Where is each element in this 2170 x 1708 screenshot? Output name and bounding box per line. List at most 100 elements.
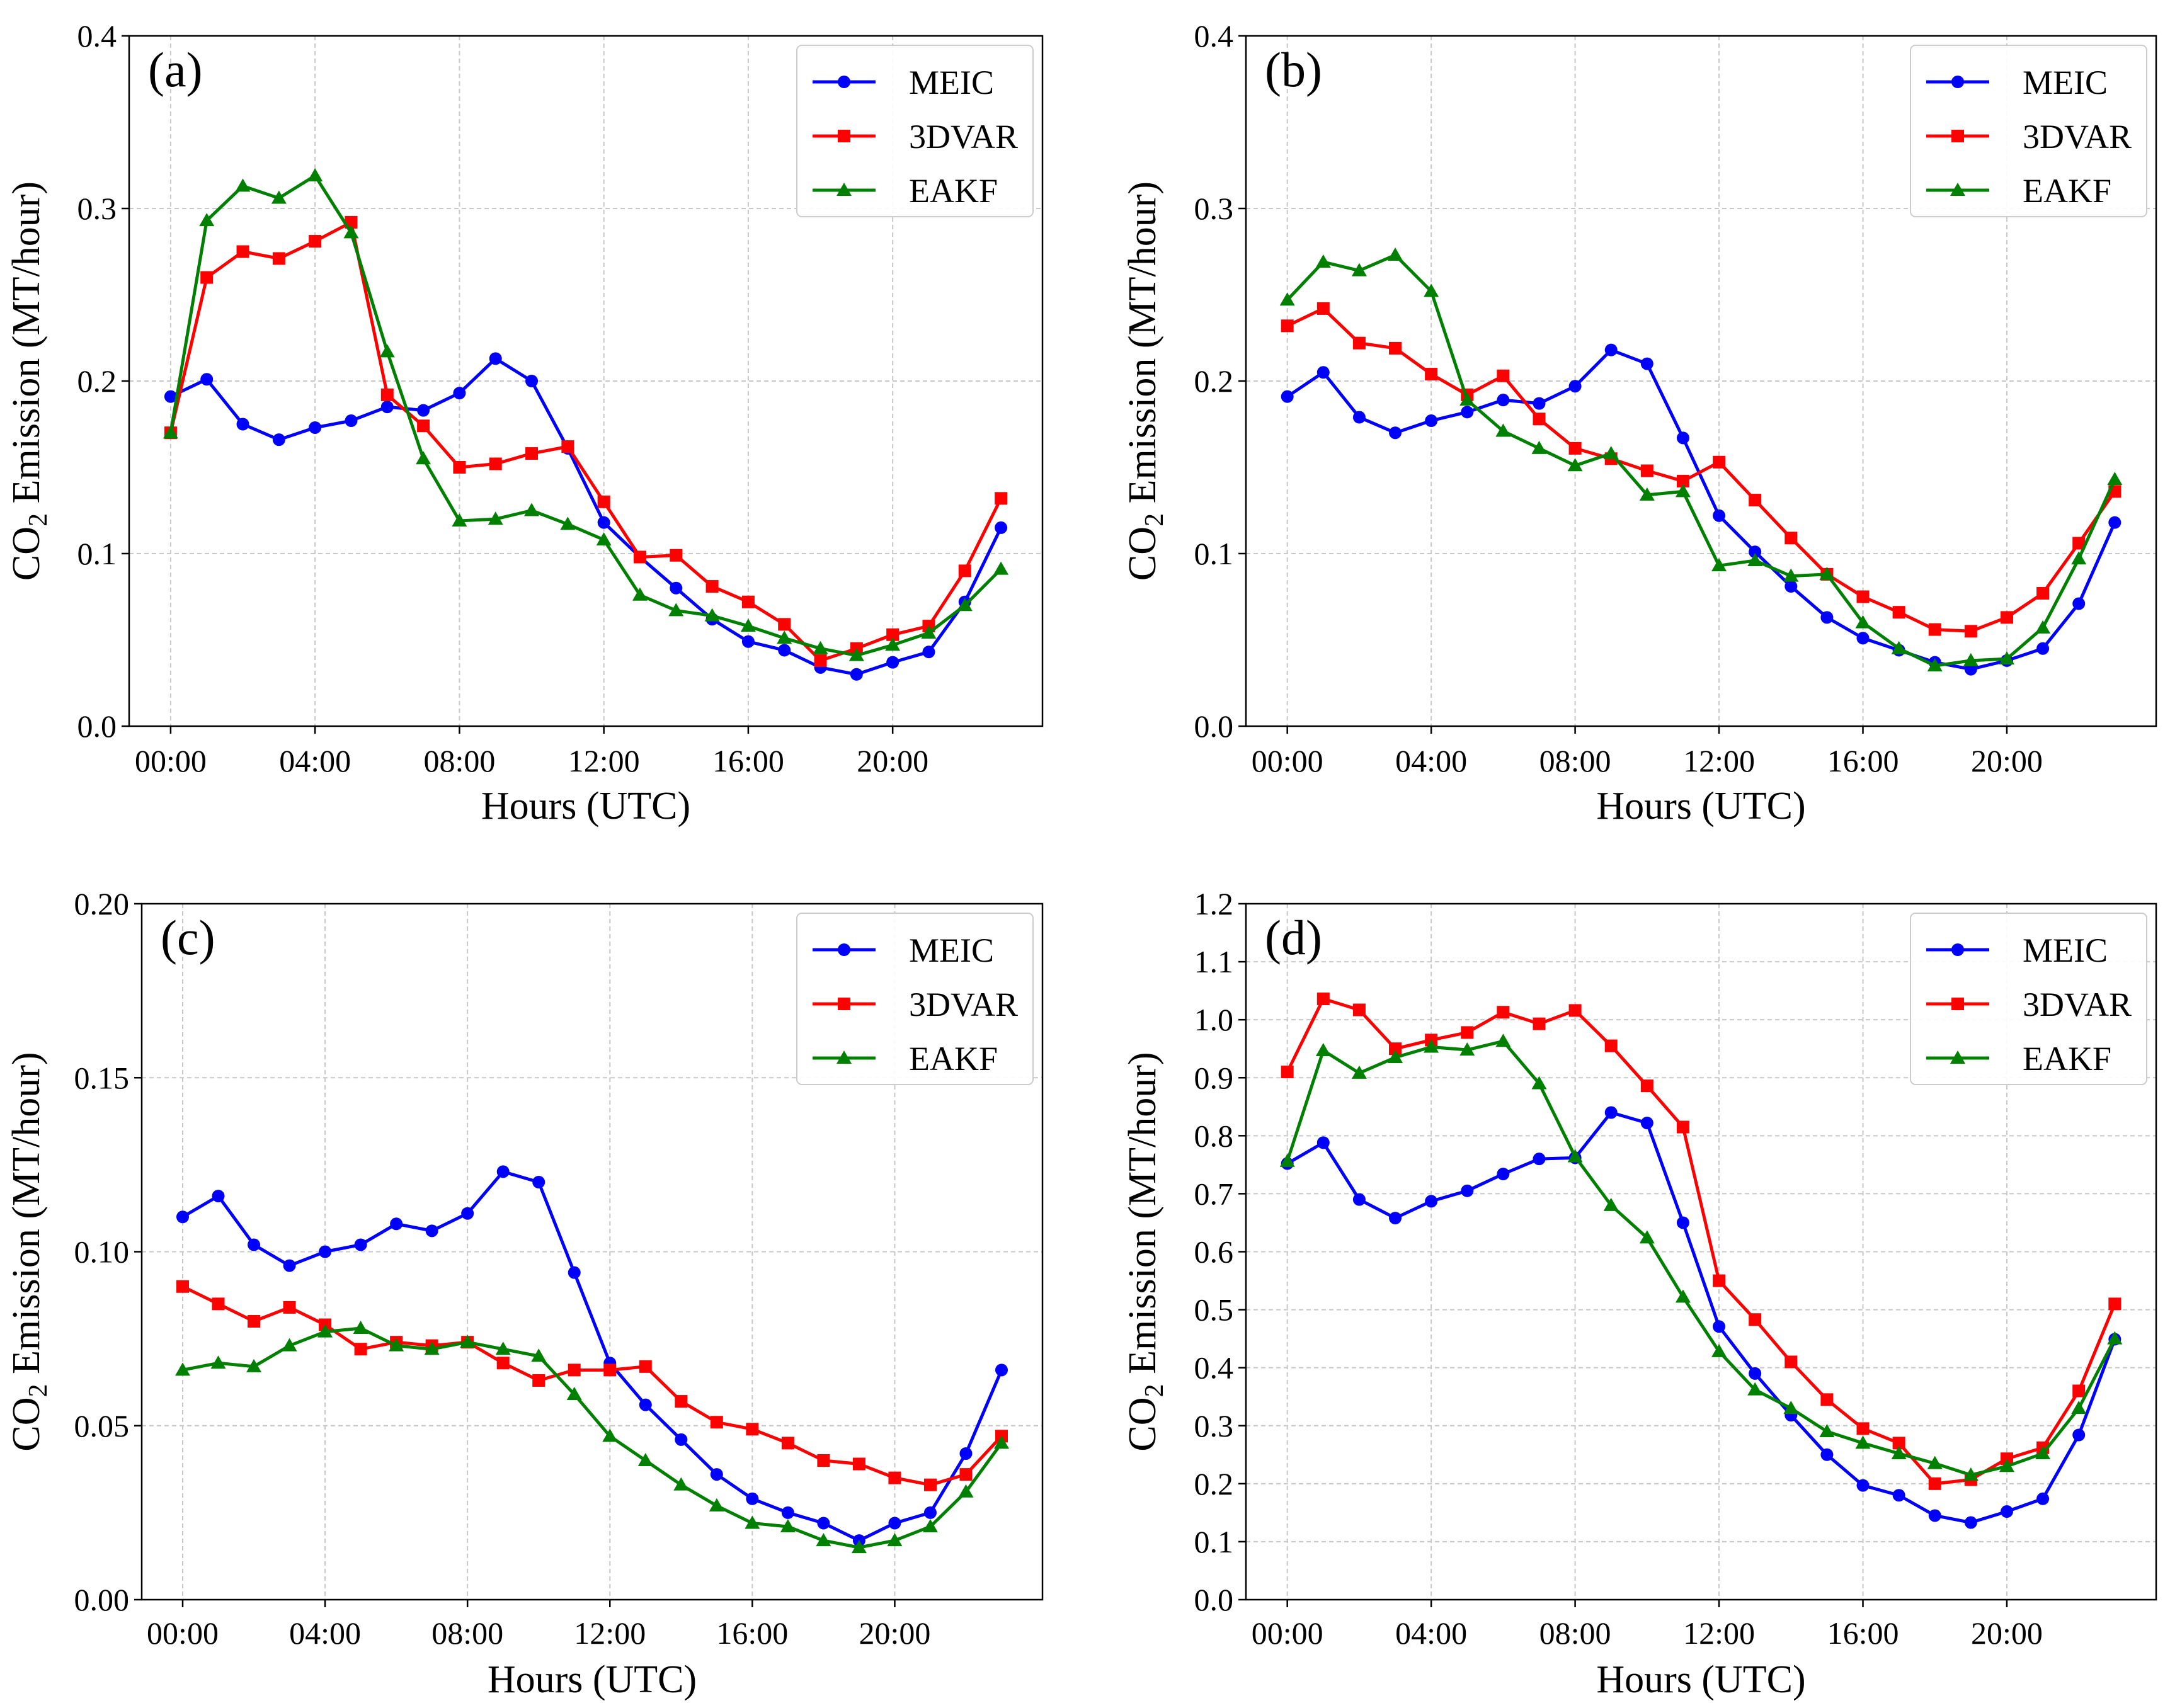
data-point — [1425, 368, 1438, 381]
legend-box — [1910, 45, 2147, 217]
legend-marker — [1951, 943, 1964, 956]
data-point — [1713, 1320, 1726, 1333]
data-point — [1567, 458, 1583, 472]
data-point — [781, 1506, 794, 1519]
data-point — [1425, 414, 1438, 428]
data-point — [1999, 651, 2014, 665]
data-point — [1424, 1039, 1439, 1053]
data-point — [2072, 1428, 2086, 1442]
data-point — [309, 235, 322, 248]
y-tick-label: 0.05 — [74, 1408, 130, 1443]
data-point — [1927, 1455, 1943, 1469]
x-tick-label: 08:00 — [1539, 743, 1611, 778]
data-point — [1639, 1230, 1655, 1244]
data-point — [236, 245, 249, 258]
data-point — [885, 637, 901, 651]
data-point — [390, 1217, 403, 1231]
data-point — [957, 598, 973, 612]
series-meic — [1281, 343, 2121, 676]
data-point — [1316, 1136, 1330, 1149]
data-point — [1461, 406, 1474, 419]
legend-item-meic: MEIC — [813, 64, 994, 101]
data-point — [1568, 1004, 1582, 1017]
y-tick-label: 0.7 — [1194, 1176, 1234, 1211]
data-point — [568, 1364, 581, 1377]
data-point — [2107, 1331, 2123, 1345]
data-point — [1783, 1401, 1799, 1415]
data-point — [2072, 537, 2086, 550]
data-point — [2036, 1492, 2050, 1505]
data-point — [1676, 1120, 1689, 1134]
y-tick-label: 0.6 — [1194, 1234, 1234, 1270]
data-point — [1351, 1065, 1367, 1079]
y-tick-label: 0.2 — [77, 363, 117, 399]
data-point — [1963, 1467, 1979, 1481]
legend-item-meic: MEIC — [1926, 931, 2108, 969]
data-point — [1389, 341, 1402, 355]
data-point — [817, 1454, 830, 1467]
data-point — [1928, 1477, 1941, 1490]
data-point — [2000, 1505, 2013, 1518]
data-point — [2035, 1445, 2051, 1459]
data-point — [1640, 464, 1653, 477]
data-point — [1749, 545, 1762, 559]
series-meic — [176, 1165, 1008, 1547]
legend-label: 3DVAR — [2023, 118, 2132, 156]
data-point — [1676, 1216, 1689, 1229]
data-point — [1713, 1274, 1726, 1287]
y-tick-label: 0.0 — [1194, 1582, 1234, 1617]
data-point — [531, 1348, 547, 1362]
legend-label: EAKF — [909, 1040, 998, 1078]
x-tick-label: 00:00 — [1252, 743, 1323, 778]
series-meic — [164, 352, 1008, 681]
data-point — [453, 387, 466, 400]
data-point — [1315, 254, 1331, 268]
data-point — [1640, 357, 1653, 370]
legend-label: EAKF — [2023, 172, 2111, 210]
data-point — [1892, 1437, 1905, 1450]
data-point — [2108, 516, 2121, 529]
x-tick-label: 16:00 — [1827, 743, 1899, 778]
legend-item-3dvar: 3DVAR — [813, 118, 1018, 156]
data-point — [354, 1343, 367, 1356]
y-tick-label: 0.4 — [77, 18, 117, 54]
data-point — [210, 1355, 226, 1369]
y-tick-label: 0.2 — [1194, 363, 1234, 399]
x-tick-label: 16:00 — [1827, 1615, 1899, 1651]
data-point — [2035, 620, 2051, 634]
data-point — [309, 421, 322, 434]
data-point — [995, 521, 1008, 534]
data-point — [1531, 1076, 1547, 1090]
y-tick-label: 0.1 — [1194, 1524, 1234, 1559]
data-point — [1388, 247, 1403, 261]
data-point — [1495, 423, 1511, 437]
legend-box — [796, 45, 1034, 217]
data-point — [597, 495, 610, 508]
y-tick-label: 0.3 — [77, 191, 117, 226]
data-point — [1316, 993, 1330, 1006]
data-point — [416, 451, 431, 465]
data-point — [1785, 1355, 1798, 1369]
series-line-meic — [1286, 348, 2116, 671]
data-point — [1819, 1423, 1835, 1437]
data-point — [710, 1416, 723, 1429]
x-tick-label: 08:00 — [431, 1615, 503, 1651]
data-point — [1389, 1042, 1402, 1056]
data-point — [668, 603, 684, 617]
y-axis-label: CO2 Emission (MT/hour) — [1121, 1052, 1168, 1451]
y-tick-label: 1.0 — [1194, 1002, 1234, 1037]
data-point — [1928, 623, 1941, 636]
x-tick-label: 08:00 — [423, 743, 495, 778]
y-tick-label: 0.4 — [1194, 1350, 1234, 1386]
data-point — [639, 1398, 652, 1411]
data-point — [1603, 1197, 1619, 1211]
data-point — [488, 511, 503, 525]
data-point — [1676, 474, 1689, 487]
data-point — [633, 550, 646, 564]
data-point — [1531, 440, 1547, 454]
series-3dvar — [176, 1280, 1008, 1491]
data-point — [709, 1498, 724, 1512]
data-point — [1820, 1393, 1834, 1406]
data-point — [163, 425, 178, 439]
data-point — [850, 668, 863, 681]
